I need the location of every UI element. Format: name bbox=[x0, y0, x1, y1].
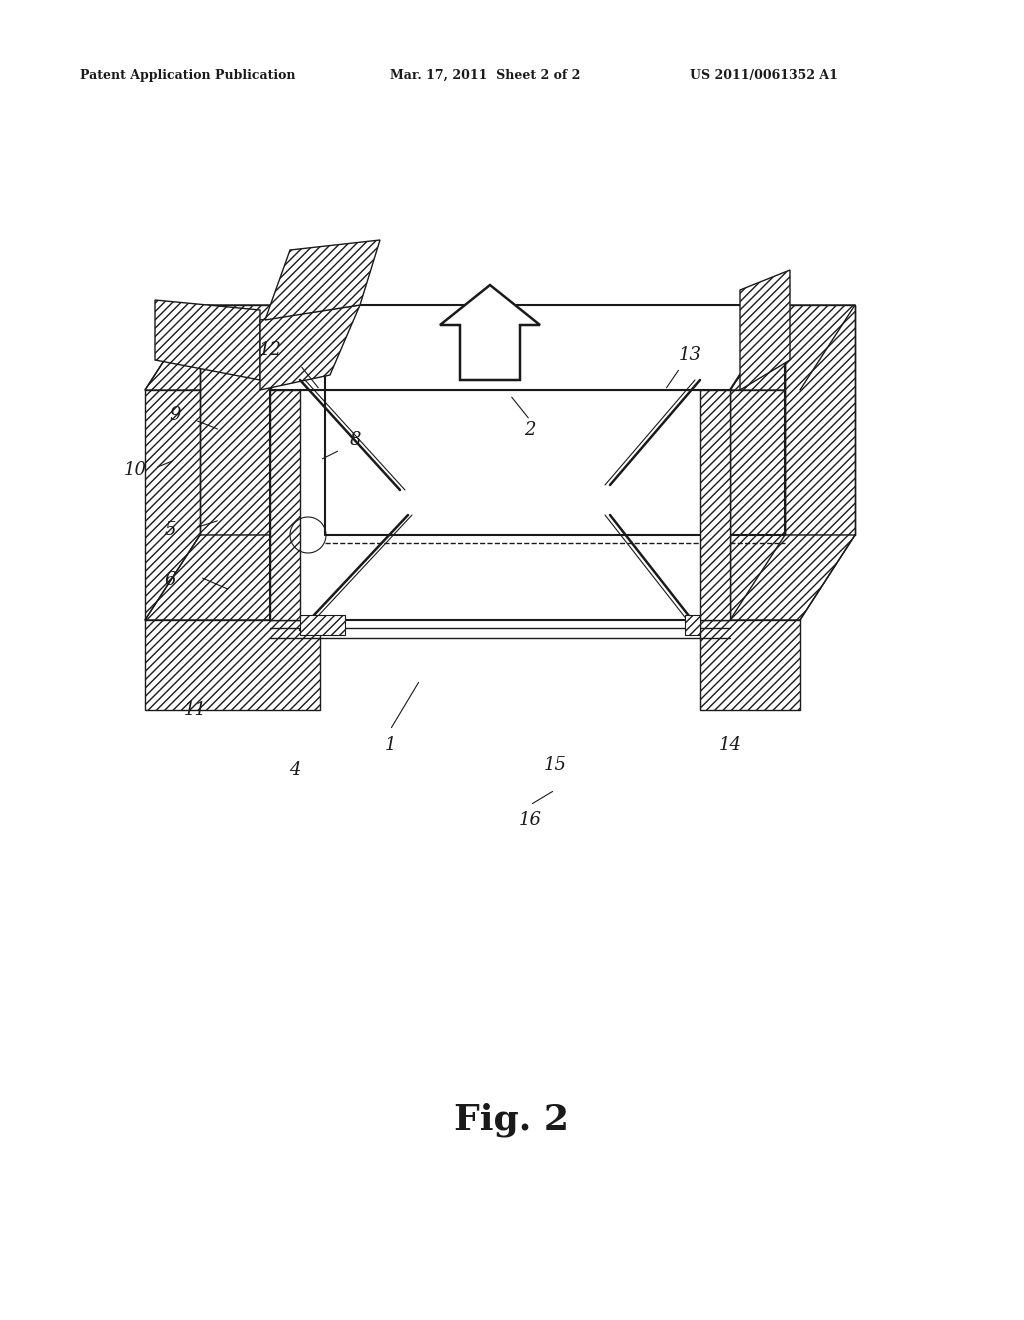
Polygon shape bbox=[440, 285, 540, 380]
Polygon shape bbox=[730, 389, 800, 620]
Polygon shape bbox=[155, 300, 260, 380]
Polygon shape bbox=[700, 389, 730, 620]
Text: 11: 11 bbox=[183, 701, 207, 719]
Text: US 2011/0061352 A1: US 2011/0061352 A1 bbox=[690, 69, 838, 82]
Text: 8: 8 bbox=[349, 432, 360, 449]
Text: 15: 15 bbox=[544, 756, 566, 774]
Text: Mar. 17, 2011  Sheet 2 of 2: Mar. 17, 2011 Sheet 2 of 2 bbox=[390, 69, 581, 82]
Polygon shape bbox=[270, 389, 730, 620]
Text: 6: 6 bbox=[164, 572, 176, 589]
Text: 5: 5 bbox=[164, 521, 176, 539]
Polygon shape bbox=[685, 615, 700, 635]
Text: 9: 9 bbox=[169, 407, 181, 424]
Polygon shape bbox=[265, 240, 380, 319]
Polygon shape bbox=[260, 305, 360, 389]
Text: 16: 16 bbox=[518, 810, 542, 829]
Text: Patent Application Publication: Patent Application Publication bbox=[80, 69, 296, 82]
Polygon shape bbox=[730, 535, 855, 620]
Polygon shape bbox=[200, 305, 325, 535]
Text: 13: 13 bbox=[679, 346, 701, 364]
Polygon shape bbox=[785, 305, 855, 535]
Polygon shape bbox=[270, 305, 785, 389]
Text: 12: 12 bbox=[258, 341, 282, 359]
Polygon shape bbox=[270, 389, 300, 620]
Polygon shape bbox=[730, 305, 855, 389]
Text: 10: 10 bbox=[124, 461, 146, 479]
Polygon shape bbox=[145, 305, 325, 389]
Polygon shape bbox=[740, 271, 790, 389]
Polygon shape bbox=[145, 535, 325, 620]
Polygon shape bbox=[145, 389, 270, 620]
Text: 2: 2 bbox=[524, 421, 536, 440]
Polygon shape bbox=[300, 615, 345, 635]
Text: Fig. 2: Fig. 2 bbox=[455, 1102, 569, 1138]
Text: 4: 4 bbox=[289, 762, 301, 779]
Polygon shape bbox=[700, 620, 800, 710]
Text: 1: 1 bbox=[384, 737, 395, 754]
Polygon shape bbox=[145, 620, 319, 710]
Text: 14: 14 bbox=[719, 737, 741, 754]
